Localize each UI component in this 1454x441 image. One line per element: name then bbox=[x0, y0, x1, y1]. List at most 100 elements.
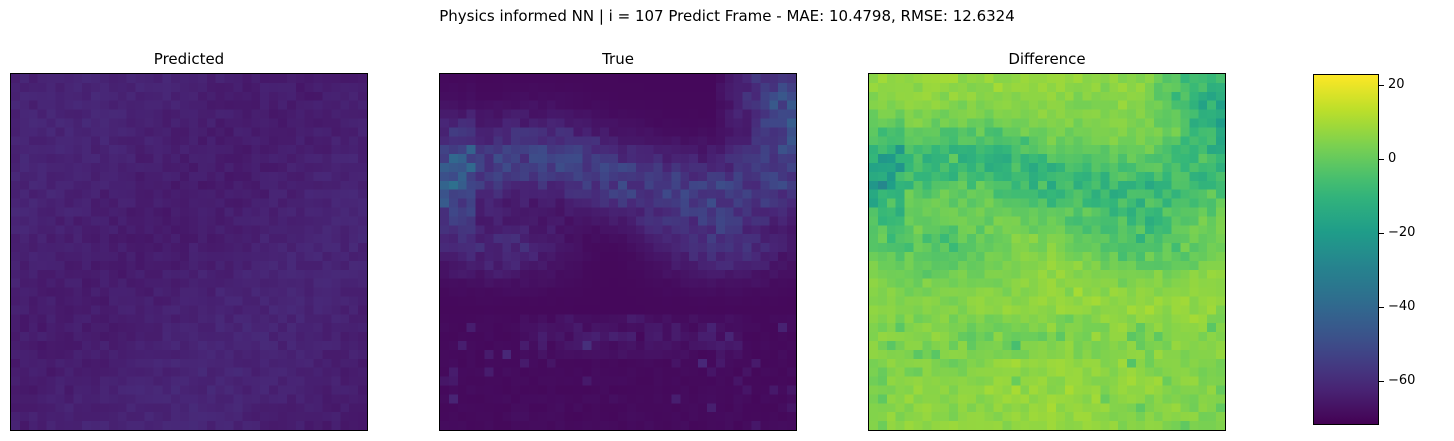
predicted-cell bbox=[126, 154, 136, 164]
predicted-cell bbox=[313, 252, 323, 262]
difference-cell bbox=[1073, 216, 1083, 226]
predicted-cell bbox=[340, 367, 350, 377]
true-cell bbox=[662, 136, 672, 146]
difference-cell bbox=[1073, 314, 1083, 324]
difference-cell bbox=[1100, 100, 1110, 110]
difference-cell bbox=[1189, 367, 1199, 377]
true-cell bbox=[573, 278, 583, 288]
true-cell bbox=[724, 358, 734, 368]
difference-cell bbox=[1144, 243, 1154, 253]
difference-cell bbox=[886, 189, 896, 199]
predicted-cell bbox=[108, 385, 118, 395]
true-cell bbox=[582, 198, 592, 208]
difference-cell bbox=[1189, 349, 1199, 359]
true-cell bbox=[742, 91, 752, 101]
difference-cell bbox=[1038, 260, 1048, 270]
difference-cell bbox=[1091, 171, 1101, 181]
true-cell bbox=[689, 136, 699, 146]
difference-cell bbox=[877, 207, 887, 217]
predicted-cell bbox=[171, 136, 181, 146]
difference-cell bbox=[1162, 305, 1172, 315]
true-cell bbox=[689, 243, 699, 253]
difference-cell bbox=[975, 180, 985, 190]
difference-cell bbox=[1029, 260, 1039, 270]
true-cell bbox=[662, 421, 672, 430]
predicted-cell bbox=[304, 171, 314, 181]
predicted-cell bbox=[304, 421, 314, 430]
true-cell bbox=[555, 269, 565, 279]
predicted-cell bbox=[358, 198, 367, 208]
predicted-cell bbox=[189, 314, 199, 324]
difference-cell bbox=[984, 243, 994, 253]
difference-cell bbox=[1136, 163, 1146, 173]
predicted-cell bbox=[162, 82, 172, 92]
predicted-cell bbox=[171, 323, 181, 333]
true-cell bbox=[457, 314, 467, 324]
difference-cell bbox=[1144, 358, 1154, 368]
difference-cell bbox=[931, 198, 941, 208]
difference-cell bbox=[1064, 349, 1074, 359]
predicted-cell bbox=[206, 358, 216, 368]
predicted-cell bbox=[322, 278, 332, 288]
predicted-cell bbox=[46, 189, 56, 199]
predicted-cell bbox=[91, 189, 101, 199]
difference-cell bbox=[1207, 198, 1217, 208]
true-cell bbox=[715, 243, 725, 253]
true-cell bbox=[778, 118, 788, 128]
true-cell bbox=[707, 163, 717, 173]
difference-cell bbox=[1109, 74, 1119, 84]
difference-cell bbox=[1109, 207, 1119, 217]
difference-cell bbox=[975, 314, 985, 324]
predicted-cell bbox=[269, 269, 279, 279]
true-cell bbox=[769, 394, 779, 404]
difference-cell bbox=[975, 189, 985, 199]
difference-cell bbox=[1144, 109, 1154, 119]
difference-cell bbox=[1216, 367, 1225, 377]
true-cell bbox=[751, 278, 761, 288]
true-cell bbox=[760, 163, 770, 173]
difference-cell bbox=[1055, 296, 1065, 306]
true-cell bbox=[520, 260, 530, 270]
difference-cell bbox=[1091, 332, 1101, 342]
difference-cell bbox=[1118, 296, 1128, 306]
true-cell bbox=[760, 278, 770, 288]
difference-cell bbox=[1073, 189, 1083, 199]
predicted-cell bbox=[304, 403, 314, 413]
true-cell bbox=[546, 207, 556, 217]
difference-cell bbox=[1011, 278, 1021, 288]
difference-cell bbox=[940, 118, 950, 128]
difference-cell bbox=[1029, 180, 1039, 190]
predicted-cell bbox=[55, 198, 65, 208]
true-cell bbox=[626, 358, 636, 368]
difference-cell bbox=[931, 269, 941, 279]
true-cell bbox=[448, 349, 458, 359]
true-cell bbox=[493, 234, 503, 244]
predicted-cell bbox=[117, 305, 127, 315]
predicted-cell bbox=[19, 385, 29, 395]
predicted-cell bbox=[206, 225, 216, 235]
true-cell bbox=[555, 314, 565, 324]
predicted-cell bbox=[269, 145, 279, 155]
predicted-cell bbox=[269, 421, 279, 430]
predicted-cell bbox=[37, 412, 47, 422]
difference-cell bbox=[877, 234, 887, 244]
predicted-cell bbox=[215, 278, 225, 288]
difference-cell bbox=[1198, 358, 1208, 368]
predicted-cell bbox=[100, 216, 110, 226]
true-cell bbox=[520, 163, 530, 173]
difference-cell bbox=[1136, 171, 1146, 181]
true-cell bbox=[609, 376, 619, 386]
true-cell bbox=[457, 412, 467, 422]
predicted-cell bbox=[260, 74, 270, 84]
true-cell bbox=[751, 198, 761, 208]
difference-cell bbox=[958, 198, 968, 208]
true-cell bbox=[457, 189, 467, 199]
predicted-cell bbox=[117, 376, 127, 386]
difference-cell bbox=[886, 207, 896, 217]
predicted-cell bbox=[251, 394, 261, 404]
true-cell bbox=[626, 412, 636, 422]
difference-cell bbox=[1207, 412, 1217, 422]
true-cell bbox=[626, 305, 636, 315]
colorbar-tick-mark bbox=[1379, 380, 1384, 382]
difference-cell bbox=[895, 163, 905, 173]
